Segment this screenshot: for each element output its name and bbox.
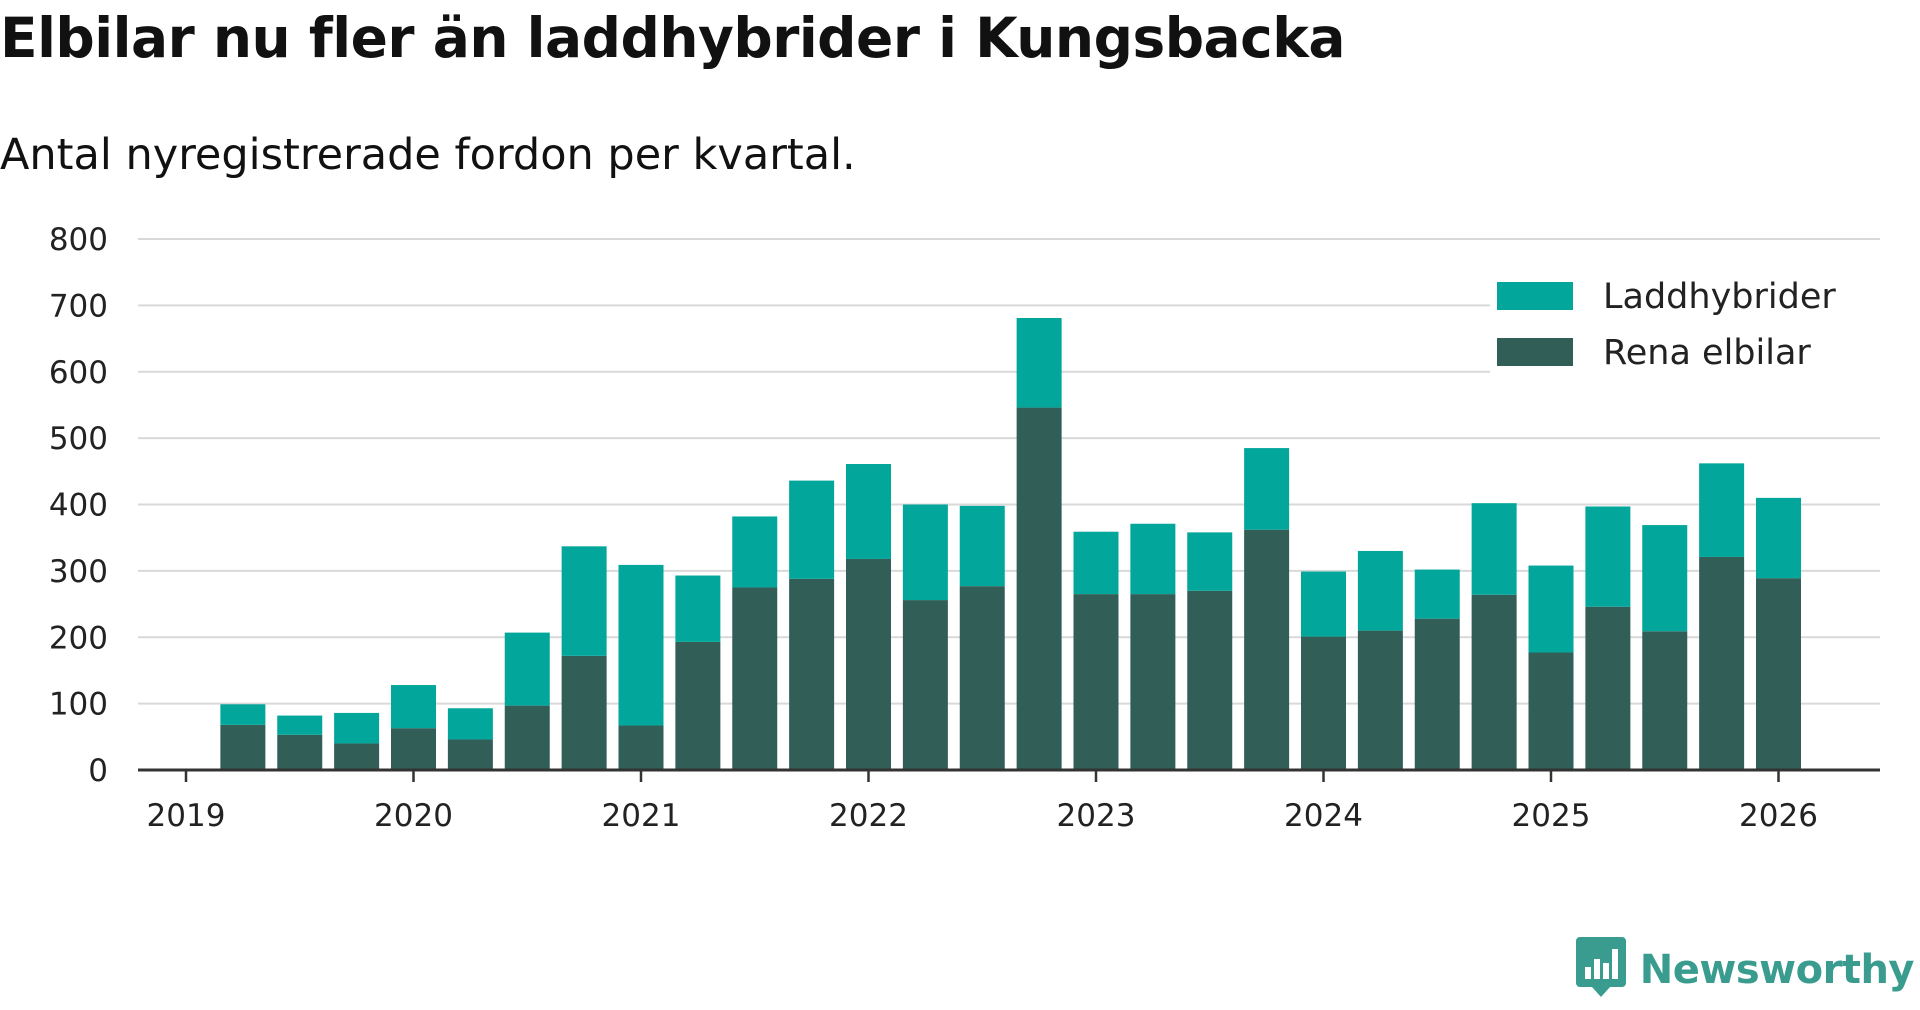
bar-laddhybrider: [1756, 497, 1801, 579]
bar-rena-elbilar: [1357, 630, 1403, 770]
bar-rena-elbilar: [1130, 594, 1176, 770]
bar-rena-elbilar: [1471, 594, 1517, 770]
bar-rena-elbilar: [391, 728, 436, 770]
bar-laddhybrider: [1585, 506, 1631, 607]
bar-laddhybrider: [277, 715, 323, 735]
brand-logo: Newsworthy: [1575, 930, 1915, 1010]
y-tick-label: 700: [49, 288, 108, 324]
x-tick-label: 2022: [829, 798, 908, 834]
bar-rena-elbilar: [1016, 407, 1062, 770]
legend-label: Laddhybrider: [1603, 277, 1836, 317]
y-tick-label: 300: [49, 554, 108, 590]
x-tick-label: 2024: [1284, 798, 1363, 834]
bar-laddhybrider: [732, 516, 778, 588]
bar-laddhybrider: [1073, 531, 1119, 595]
bar-laddhybrider: [447, 708, 493, 740]
bar-rena-elbilar: [789, 578, 835, 770]
bar-rena-elbilar: [447, 739, 493, 770]
bar-rena-elbilar: [1187, 590, 1233, 770]
bar-rena-elbilar: [618, 725, 664, 770]
x-tick-label: 2019: [147, 798, 226, 834]
bar-laddhybrider: [220, 704, 266, 725]
legend-label: Rena elbilar: [1603, 333, 1811, 373]
bar-laddhybrider: [504, 632, 550, 706]
bar-laddhybrider: [1301, 571, 1346, 637]
bar-rena-elbilar: [220, 724, 266, 770]
bar-laddhybrider: [846, 464, 891, 559]
x-tick-label: 2021: [602, 798, 681, 834]
bar-laddhybrider: [1357, 550, 1403, 631]
bar-rena-elbilar: [1585, 606, 1631, 770]
bar-rena-elbilar: [1073, 594, 1119, 770]
bar-laddhybrider: [959, 505, 1005, 587]
bar-laddhybrider: [902, 504, 948, 601]
brand-name: Newsworthy: [1639, 947, 1915, 993]
bar-rena-elbilar: [561, 655, 607, 770]
bar-rena-elbilar: [1301, 636, 1346, 770]
y-tick-label: 600: [49, 355, 108, 391]
y-tick-label: 100: [49, 687, 108, 723]
bar-rena-elbilar: [504, 705, 550, 770]
bar-laddhybrider: [1528, 565, 1574, 653]
bar-rena-elbilar: [846, 558, 891, 770]
x-tick-label: 2026: [1739, 798, 1818, 834]
y-tick-label: 0: [88, 753, 108, 789]
chart-title: Elbilar nu fler än laddhybrider i Kungsb…: [0, 6, 1345, 70]
bar-rena-elbilar: [1414, 618, 1460, 770]
chart-subtitle: Antal nyregistrerade fordon per kvartal.: [0, 130, 856, 180]
y-tick-label: 400: [49, 488, 108, 524]
bar-rena-elbilar: [1642, 631, 1688, 770]
x-tick-label: 2025: [1512, 798, 1591, 834]
bar-rena-elbilar: [1528, 652, 1574, 770]
bar-laddhybrider: [1699, 463, 1745, 557]
bar-laddhybrider: [1187, 532, 1233, 591]
bar-laddhybrider: [675, 575, 721, 642]
bar-laddhybrider: [618, 564, 664, 726]
bar-laddhybrider: [1471, 503, 1517, 595]
bar-rena-elbilar: [1244, 529, 1290, 770]
y-tick-label: 500: [49, 421, 108, 457]
legend: Laddhybrider Rena elbilar: [1490, 262, 1885, 380]
bar-rena-elbilar: [959, 586, 1005, 770]
bar-laddhybrider: [789, 480, 835, 579]
legend-swatch-laddhybrider: [1497, 282, 1573, 310]
y-tick-label: 800: [49, 222, 108, 258]
bar-laddhybrider: [1244, 448, 1290, 530]
y-axis-ticks: 0 100 200 300 400 500 600 700 800: [49, 222, 108, 789]
bar-laddhybrider: [561, 546, 607, 656]
bar-rena-elbilar: [1756, 578, 1801, 770]
bar-rena-elbilar: [675, 641, 721, 770]
bar-rena-elbilar: [334, 743, 380, 770]
x-tick-label: 2023: [1057, 798, 1136, 834]
bar-laddhybrider: [334, 712, 380, 744]
bars: [220, 317, 1801, 770]
x-tick-label: 2020: [374, 798, 453, 834]
x-axis-ticks: 2019 2020 2021 2022 2023 2024 2025 2026: [147, 770, 1818, 834]
bar-rena-elbilar: [732, 587, 778, 770]
bar-laddhybrider: [1642, 525, 1688, 632]
bar-laddhybrider: [1016, 317, 1062, 408]
y-tick-label: 200: [49, 620, 108, 656]
bar-rena-elbilar: [1699, 556, 1745, 770]
bar-laddhybrider: [1414, 569, 1460, 619]
newsworthy-logo-icon: [1575, 937, 1626, 1003]
bar-rena-elbilar: [902, 600, 948, 770]
legend-swatch-rena-elbilar: [1497, 338, 1573, 366]
bar-rena-elbilar: [277, 734, 323, 770]
bar-laddhybrider: [391, 685, 436, 729]
bar-laddhybrider: [1130, 523, 1176, 595]
